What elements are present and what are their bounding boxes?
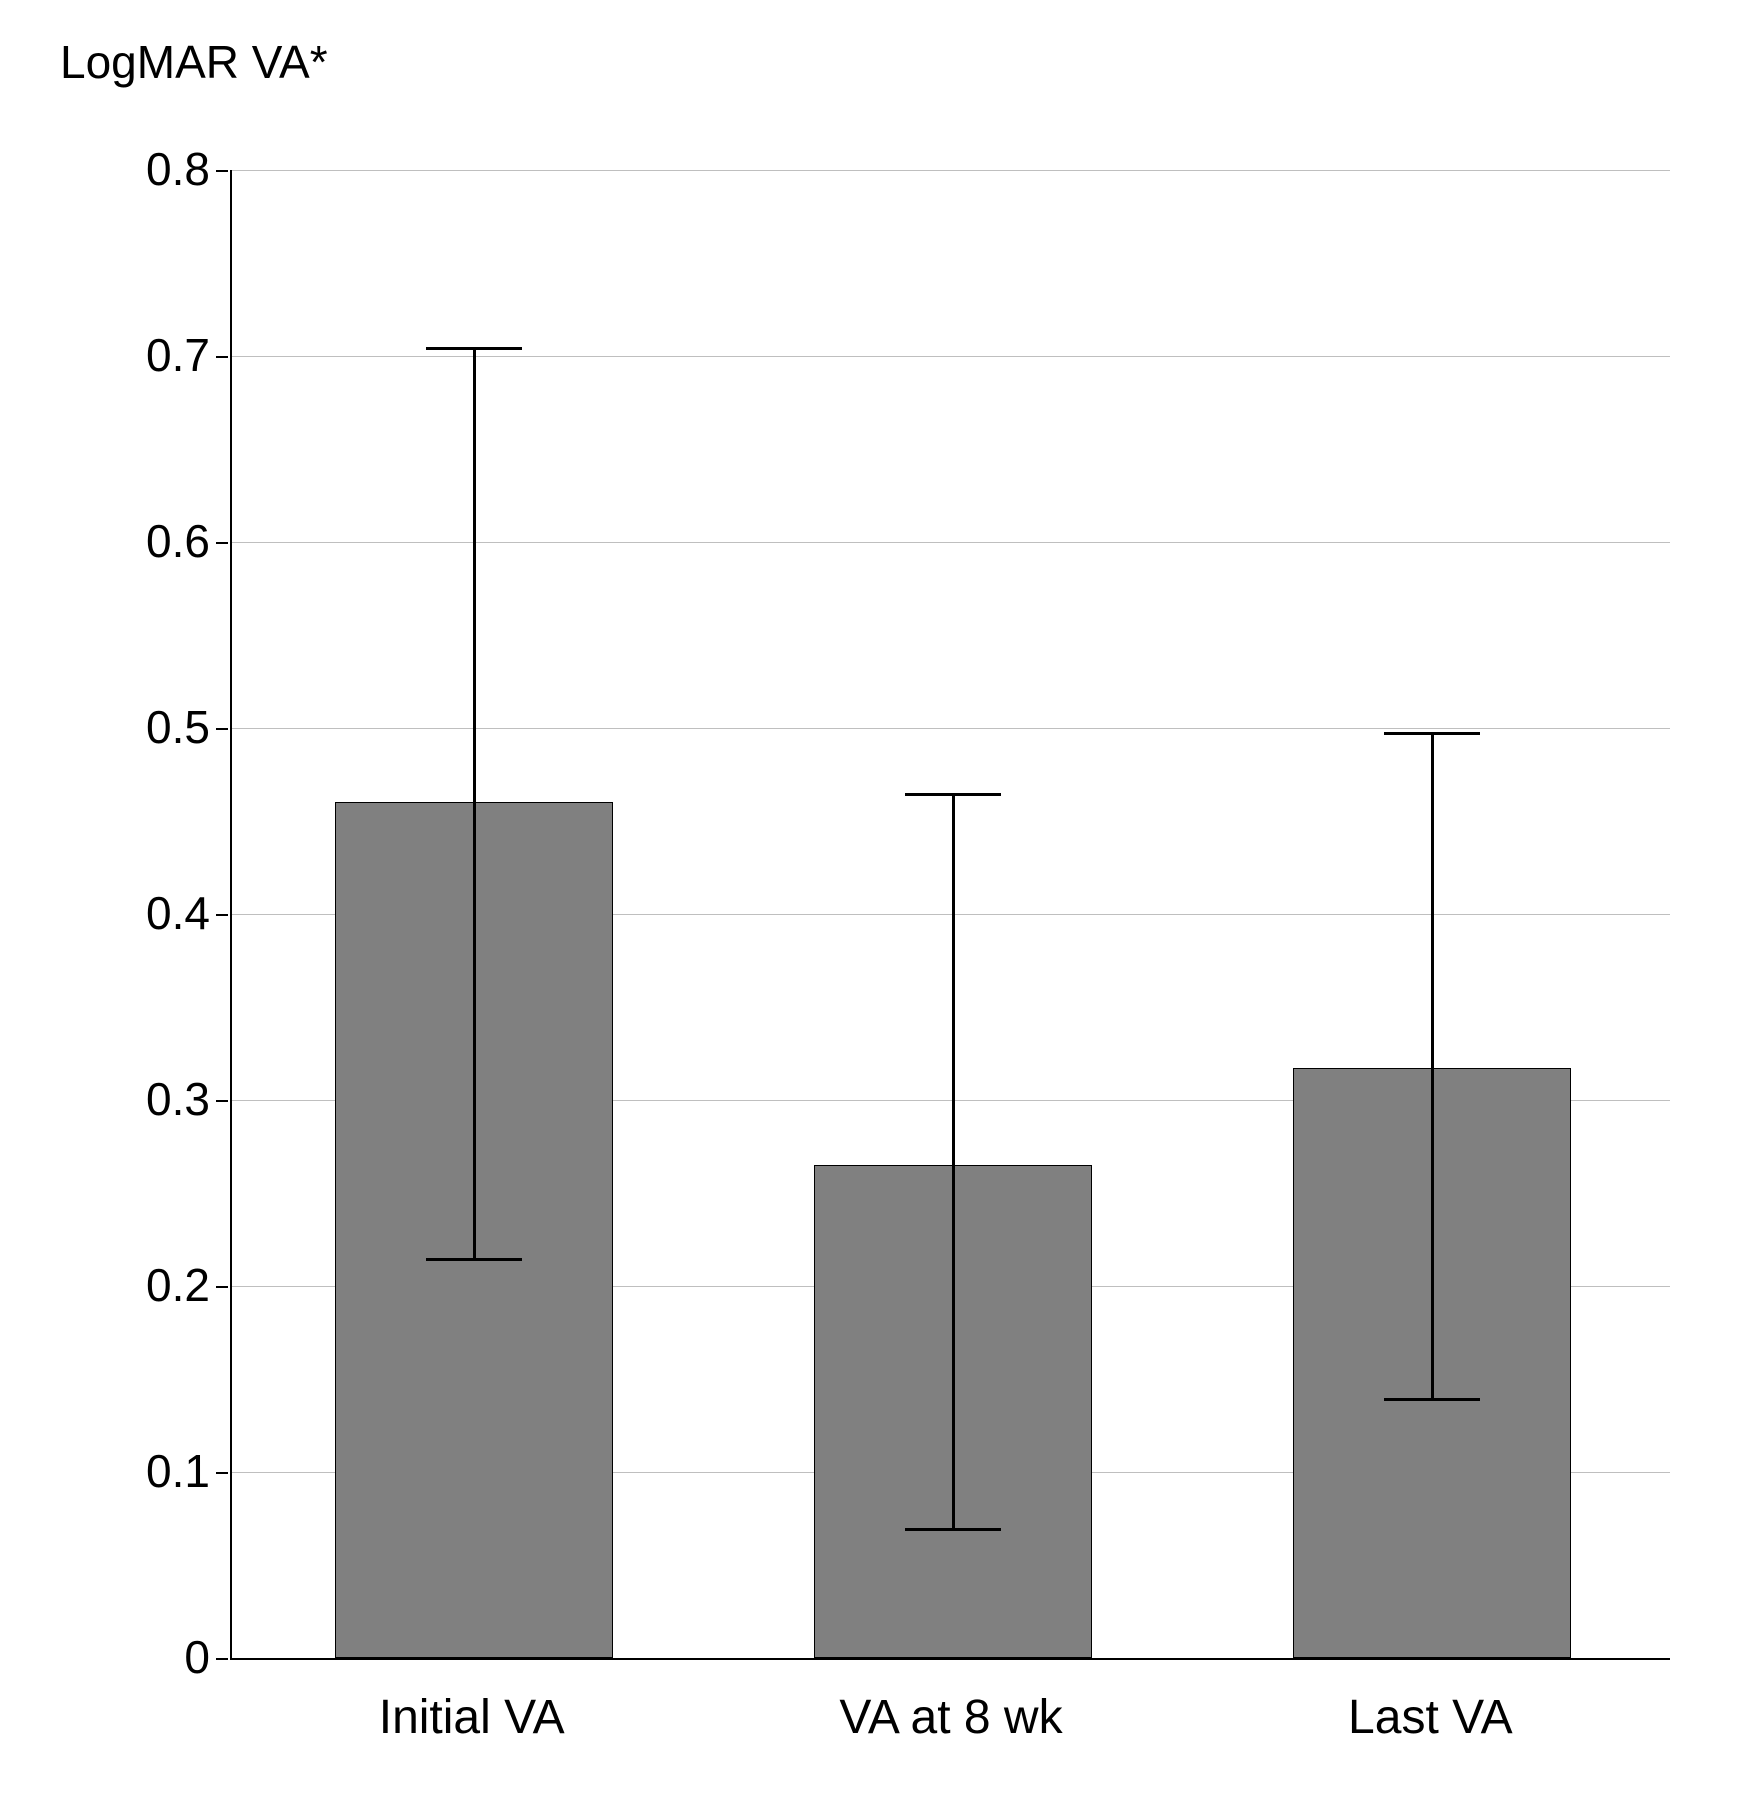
y-tick <box>216 1100 228 1102</box>
x-tick-label: Initial VA <box>232 1690 711 1745</box>
error-cap-upper <box>426 347 522 350</box>
y-tick <box>216 356 228 358</box>
gridline <box>232 356 1670 357</box>
error-bar <box>473 347 476 1258</box>
error-cap-lower <box>426 1258 522 1261</box>
y-tick-label: 0.7 <box>70 328 210 382</box>
logmar-va-chart: LogMAR VA* 0 0.1 0.2 0.3 0.4 0.5 0.6 0.7 0.8 Initi… <box>0 0 1738 1818</box>
y-tick-label: 0.8 <box>70 142 210 196</box>
y-tick-label: 0.2 <box>70 1258 210 1312</box>
error-bar <box>952 793 955 1528</box>
y-tick <box>216 1286 228 1288</box>
y-tick <box>216 542 228 544</box>
y-tick-label: 0.6 <box>70 514 210 568</box>
y-axis-title: LogMAR VA* <box>60 35 328 89</box>
y-tick <box>216 914 228 916</box>
gridline <box>232 728 1670 729</box>
error-bar <box>1431 732 1434 1398</box>
x-tick-label: Last VA <box>1191 1690 1670 1745</box>
error-cap-lower <box>905 1528 1001 1531</box>
y-tick <box>216 170 228 172</box>
y-tick-label: 0.3 <box>70 1072 210 1126</box>
y-tick-label: 0.4 <box>70 886 210 940</box>
gridline <box>232 542 1670 543</box>
y-tick-label: 0 <box>70 1630 210 1684</box>
y-tick <box>216 728 228 730</box>
error-cap-upper <box>1384 732 1480 735</box>
y-tick-label: 0.5 <box>70 700 210 754</box>
gridline <box>232 170 1670 171</box>
x-tick-label: VA at 8 wk <box>711 1690 1190 1745</box>
error-cap-lower <box>1384 1398 1480 1401</box>
plot-area <box>230 170 1670 1660</box>
error-cap-upper <box>905 793 1001 796</box>
y-tick <box>216 1472 228 1474</box>
y-tick <box>216 1658 228 1660</box>
y-tick-label: 0.1 <box>70 1444 210 1498</box>
